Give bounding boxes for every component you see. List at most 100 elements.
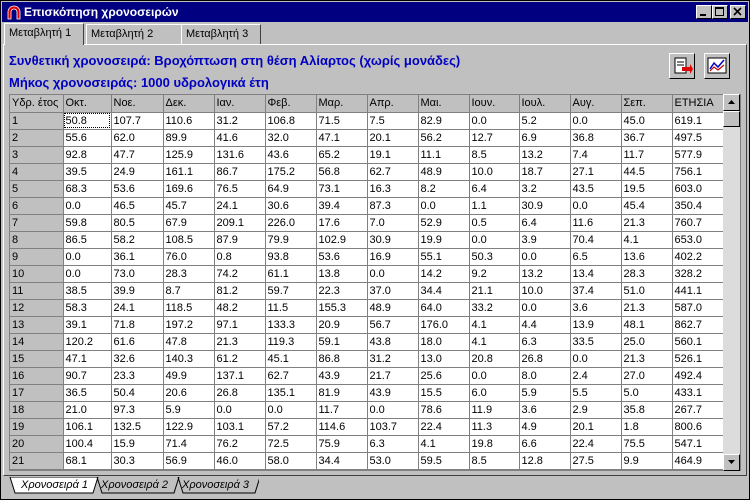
table-row[interactable]: 8 86.5 58.2 108.5 87.9 79.9 102.9 30.9 19.9 0.0 3.…	[10, 231, 724, 249]
column-header[interactable]: Απρ.	[367, 95, 419, 113]
row-header[interactable]: 5	[10, 180, 64, 198]
table-cell[interactable]: 50.8	[63, 112, 112, 130]
table-cell[interactable]: 24.1	[111, 299, 164, 317]
table-cell[interactable]: 33.2	[469, 299, 520, 317]
table-cell[interactable]: 58.2	[111, 231, 164, 249]
table-cell[interactable]: 19.9	[418, 231, 470, 249]
column-header[interactable]: Ιαν.	[214, 95, 266, 113]
table-cell[interactable]: 0.0	[265, 401, 317, 419]
table-cell[interactable]: 106.8	[265, 112, 317, 130]
table-cell[interactable]: 48.2	[214, 299, 266, 317]
table-cell[interactable]: 41.6	[214, 129, 266, 147]
table-cell[interactable]: 37.4	[570, 282, 622, 300]
scroll-down-button[interactable]	[723, 454, 740, 471]
table-cell[interactable]: 68.1	[63, 452, 112, 470]
table-cell[interactable]: 32.0	[265, 129, 317, 147]
table-cell[interactable]: 13.8	[316, 265, 368, 283]
table-cell[interactable]: 267.7	[672, 401, 724, 419]
table-cell[interactable]: 137.1	[214, 367, 266, 385]
table-cell[interactable]: 5.2	[519, 112, 571, 130]
table-cell[interactable]: 7.0	[367, 214, 419, 232]
table-cell[interactable]: 71.8	[111, 316, 164, 334]
column-header[interactable]: Σεπ.	[621, 95, 673, 113]
column-header[interactable]: Δεκ.	[163, 95, 215, 113]
table-cell[interactable]: 65.2	[316, 146, 368, 164]
table-cell[interactable]: 6.3	[519, 333, 571, 351]
table-cell[interactable]: 45.1	[265, 350, 317, 368]
table-cell[interactable]: 18.0	[418, 333, 470, 351]
table-cell[interactable]: 169.6	[163, 180, 215, 198]
table-cell[interactable]: 0.8	[214, 248, 266, 266]
column-header[interactable]: Ιουν.	[469, 95, 520, 113]
table-cell[interactable]: 20.1	[570, 418, 622, 436]
table-cell[interactable]: 10.0	[469, 163, 520, 181]
table-cell[interactable]: 800.6	[672, 418, 724, 436]
table-cell[interactable]: 53.6	[111, 180, 164, 198]
table-cell[interactable]: 36.1	[111, 248, 164, 266]
table-cell[interactable]: 51.0	[621, 282, 673, 300]
tab-series-1[interactable]: Χρονοσειρά 1	[11, 477, 95, 494]
table-cell[interactable]: 64.0	[418, 299, 470, 317]
table-row[interactable]: 14 120.2 61.6 47.8 21.3 119.3 59.1 43.8 18.0 4.1 6…	[10, 333, 724, 351]
table-cell[interactable]: 577.9	[672, 146, 724, 164]
table-cell[interactable]: 21.3	[621, 350, 673, 368]
table-cell[interactable]: 97.3	[111, 401, 164, 419]
table-cell[interactable]: 0.0	[418, 197, 470, 215]
table-cell[interactable]: 119.3	[265, 333, 317, 351]
table-cell[interactable]: 74.2	[214, 265, 266, 283]
close-button[interactable]	[730, 5, 746, 19]
table-row[interactable]: 9 0.0 36.1 76.0 0.8 93.8 53.6 16.9 55.1 50.3 0.0 6.…	[10, 248, 724, 266]
table-cell[interactable]: 75.9	[316, 435, 368, 453]
table-cell[interactable]: 45.4	[621, 197, 673, 215]
table-cell[interactable]: 25.0	[621, 333, 673, 351]
table-cell[interactable]: 86.5	[63, 231, 112, 249]
table-cell[interactable]: 161.1	[163, 163, 215, 181]
table-cell[interactable]: 122.9	[163, 418, 215, 436]
table-cell[interactable]: 11.1	[418, 146, 470, 164]
table-cell[interactable]: 79.9	[265, 231, 317, 249]
table-cell[interactable]: 13.0	[418, 350, 470, 368]
row-header[interactable]: 19	[10, 418, 64, 436]
table-cell[interactable]: 20.1	[367, 129, 419, 147]
column-header[interactable]: Φεβ.	[265, 95, 317, 113]
table-cell[interactable]: 114.6	[316, 418, 368, 436]
scroll-thumb[interactable]	[723, 111, 740, 127]
table-cell[interactable]: 70.4	[570, 231, 622, 249]
table-cell[interactable]: 28.3	[163, 265, 215, 283]
table-cell[interactable]: 3.6	[570, 299, 622, 317]
table-cell[interactable]: 43.9	[316, 367, 368, 385]
table-cell[interactable]: 86.7	[214, 163, 266, 181]
row-header[interactable]: 8	[10, 231, 64, 249]
table-cell[interactable]: 9.2	[469, 265, 520, 283]
table-cell[interactable]: 47.7	[111, 146, 164, 164]
table-cell[interactable]: 135.1	[265, 384, 317, 402]
table-cell[interactable]: 47.1	[316, 129, 368, 147]
table-cell[interactable]: 53.0	[367, 452, 419, 470]
table-cell[interactable]: 0.0	[570, 197, 622, 215]
row-header[interactable]: 10	[10, 265, 64, 283]
table-cell[interactable]: 56.2	[418, 129, 470, 147]
table-cell[interactable]: 80.5	[111, 214, 164, 232]
table-row[interactable]: 21 68.1 30.3 56.9 46.0 58.0 34.4 53.0 59.5 8.5 12.…	[10, 452, 724, 470]
table-cell[interactable]: 0.0	[63, 248, 112, 266]
table-cell[interactable]: 24.9	[111, 163, 164, 181]
table-cell[interactable]: 6.6	[519, 435, 571, 453]
table-cell[interactable]: 2.4	[570, 367, 622, 385]
table-cell[interactable]: 86.8	[316, 350, 368, 368]
table-cell[interactable]: 350.4	[672, 197, 724, 215]
table-cell[interactable]: 12.8	[519, 452, 571, 470]
scroll-up-button[interactable]	[723, 94, 740, 111]
table-cell[interactable]: 87.3	[367, 197, 419, 215]
table-cell[interactable]: 87.9	[214, 231, 266, 249]
chart-button[interactable]	[704, 53, 730, 79]
table-cell[interactable]: 17.6	[316, 214, 368, 232]
table-cell[interactable]: 4.1	[418, 435, 470, 453]
table-cell[interactable]: 0.0	[367, 401, 419, 419]
table-cell[interactable]: 1.8	[621, 418, 673, 436]
tab-series-3[interactable]: Χρονοσειρά 3	[172, 477, 256, 494]
row-header[interactable]: 15	[10, 350, 64, 368]
table-cell[interactable]: 61.6	[111, 333, 164, 351]
table-cell[interactable]: 11.6	[570, 214, 622, 232]
table-cell[interactable]: 23.3	[111, 367, 164, 385]
table-cell[interactable]: 39.5	[63, 163, 112, 181]
